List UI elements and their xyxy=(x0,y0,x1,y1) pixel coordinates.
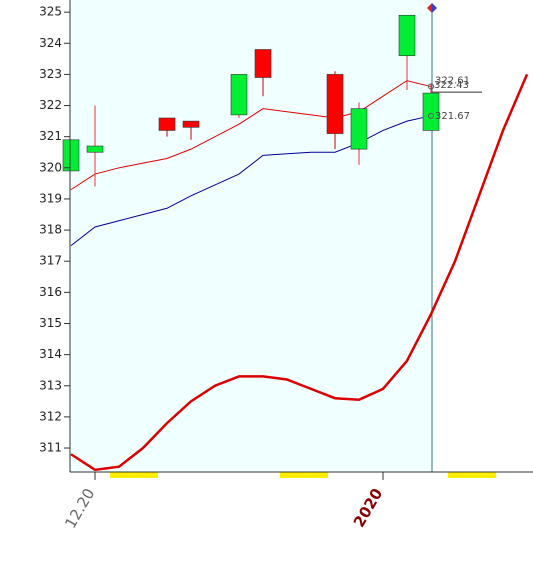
y-tick-label: 323 xyxy=(39,67,62,81)
y-tick-label: 318 xyxy=(39,223,62,237)
cursor-marker xyxy=(427,3,432,13)
candle-body xyxy=(62,139,80,172)
candle-body xyxy=(422,92,440,131)
crosshair-label: 322.43 xyxy=(434,80,469,91)
y-tick-label: 312 xyxy=(39,409,62,423)
y-tick-label: 320 xyxy=(39,160,62,174)
last-value-label: 322.61 xyxy=(435,76,470,87)
weekend-marker xyxy=(280,472,328,478)
candle-body xyxy=(86,145,104,153)
x-tick-label: 12.20 xyxy=(61,485,98,531)
last-point xyxy=(428,83,434,90)
candle-body xyxy=(182,120,200,128)
y-tick-label: 322 xyxy=(39,98,62,112)
y-tick-label: 325 xyxy=(39,5,62,19)
y-tick-label: 321 xyxy=(39,129,62,143)
candle-body xyxy=(350,108,368,150)
marks xyxy=(62,14,529,472)
cursor-marker xyxy=(432,3,437,13)
candle-body xyxy=(230,74,248,116)
weekend-marker xyxy=(110,472,158,478)
line-series xyxy=(70,80,432,191)
y-tick-label: 316 xyxy=(39,285,62,299)
line-series xyxy=(70,115,432,247)
y-tick-label: 315 xyxy=(39,316,62,330)
y-tick-label: 311 xyxy=(39,441,62,455)
x-tick-label: 2020 xyxy=(350,485,386,530)
y-tick-label: 313 xyxy=(39,378,62,392)
candle-body xyxy=(326,74,344,134)
candle-body xyxy=(158,117,176,131)
weekend-marker xyxy=(448,472,496,478)
y-tick-label: 324 xyxy=(39,36,62,50)
plot-background xyxy=(70,0,432,472)
y-tick-label: 319 xyxy=(39,191,62,205)
candle-body xyxy=(254,49,272,78)
y-tick-label: 314 xyxy=(39,347,62,361)
last-value-label: 321.67 xyxy=(435,111,470,122)
last-point xyxy=(428,112,434,119)
line-series xyxy=(70,73,529,472)
y-tick-label: 317 xyxy=(39,254,62,268)
candle-body xyxy=(398,14,416,57)
